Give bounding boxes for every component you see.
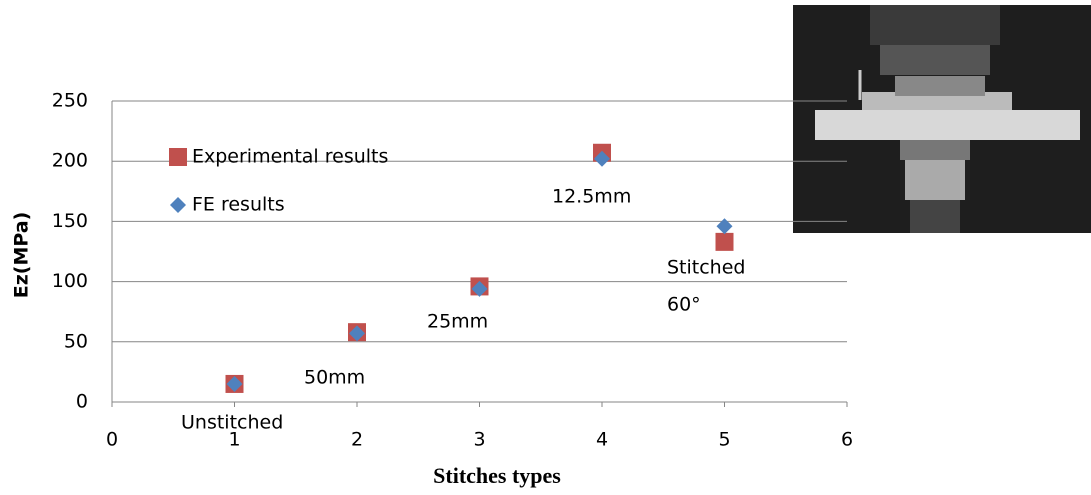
x-axis-label: Stitches types [433, 463, 561, 488]
legend-marker [170, 197, 186, 213]
photo [793, 5, 1091, 233]
x-tick-label: 4 [596, 429, 608, 451]
y-tick-label: 150 [52, 210, 88, 232]
data-point [716, 233, 734, 251]
y-tick-label: 50 [64, 330, 88, 352]
y-tick-label: 200 [52, 150, 88, 172]
annotation: 50mm [304, 367, 365, 389]
legend-label: Experimental results [192, 146, 388, 168]
data-point [717, 218, 733, 234]
y-tick-label: 100 [52, 270, 88, 292]
annotation: Unstitched [181, 412, 283, 434]
y-axis-label: Ez(MPa) [11, 212, 33, 299]
x-tick-label: 6 [841, 429, 853, 451]
chart: Stitches types Ez(MPa) 0 50 100 150 200 250 0 1… [0, 0, 1091, 495]
y-tick-label: 0 [76, 391, 88, 413]
annotation: 60° [667, 294, 701, 316]
x-tick-label: 3 [473, 429, 485, 451]
annotation: 12.5mm [552, 186, 631, 208]
annotation: 25mm [427, 311, 488, 333]
annotation: Stitched [667, 257, 745, 279]
x-tick-label: 5 [718, 429, 730, 451]
legend-marker [169, 148, 187, 166]
legend-label: FE results [192, 194, 285, 216]
y-tick-label: 250 [52, 90, 88, 112]
x-tick-label: 0 [106, 429, 118, 451]
x-tick-label: 2 [351, 429, 363, 451]
